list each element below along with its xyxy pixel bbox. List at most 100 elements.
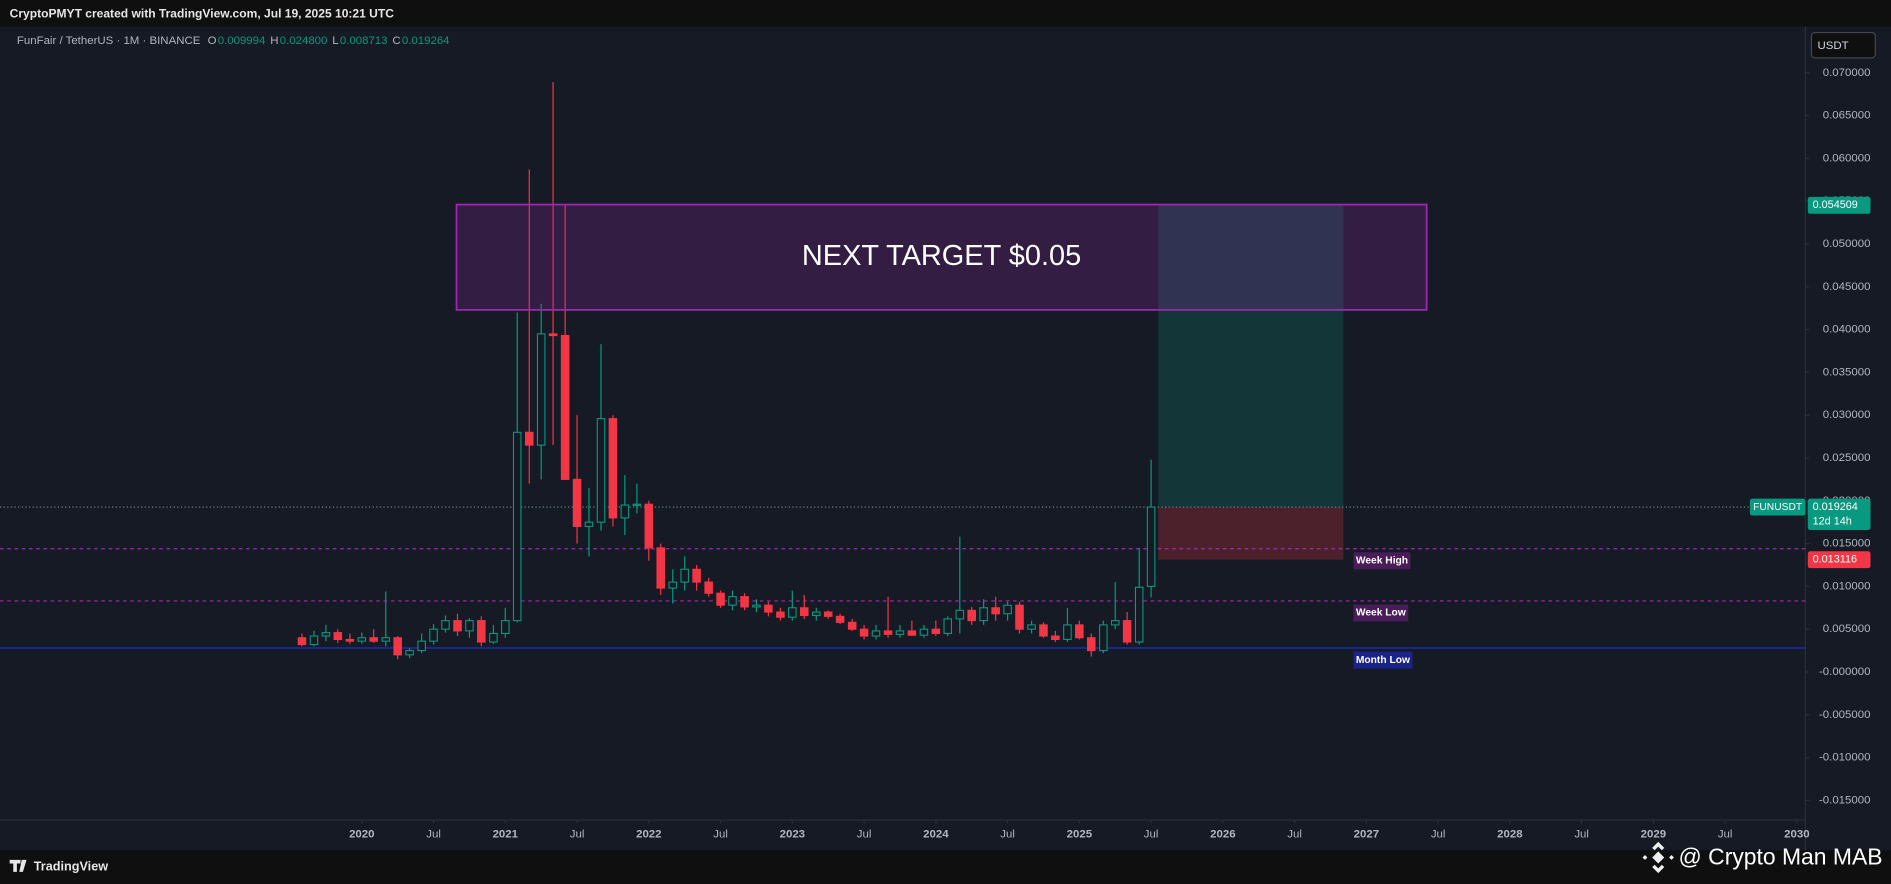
candle-body: [883, 630, 893, 635]
bottom-bar: [0, 850, 1891, 884]
candle-body: [1051, 635, 1060, 640]
ohlc-header: O 0.009994 H 0.024800 L 0.008713 C 0.019264: [208, 35, 451, 47]
candle-body: [1063, 624, 1072, 640]
candle-body: [572, 478, 582, 528]
candle-body: [441, 620, 450, 630]
candle-body: [704, 581, 713, 594]
x-tick-label: Jul: [713, 829, 728, 841]
candle-body: [859, 628, 869, 637]
stop-price-label: 0.013116: [1813, 554, 1857, 566]
symbol-badge-bg: [1749, 498, 1806, 516]
ohlc-value: 0.019264: [402, 35, 450, 47]
candle-body: [369, 637, 378, 642]
candle-body: [297, 637, 307, 646]
level-label: Week Low: [1356, 608, 1406, 619]
candle-body: [847, 621, 857, 630]
y-tick-label: 0.070000: [1823, 67, 1871, 79]
y-tick-label: 0.005000: [1823, 623, 1871, 635]
ohlc-value: 0.024800: [280, 35, 328, 47]
candle-body: [895, 630, 905, 635]
y-tick-label: 0.025000: [1823, 452, 1871, 464]
level-label-bg: [1353, 552, 1411, 570]
candle-body: [812, 611, 821, 617]
candle-body: [692, 568, 701, 583]
candle-body: [1027, 624, 1036, 630]
last-price-bg: [1807, 498, 1871, 530]
x-tick-label: 2026: [1210, 829, 1235, 841]
ohlc-value: 0.008713: [340, 35, 388, 47]
y-tick-label: 0.045000: [1823, 281, 1871, 293]
last-price-label: 0.019264: [1813, 501, 1858, 513]
symbol-text: FunFair / TetherUS · 1M · BINANCE: [17, 35, 201, 47]
x-tick-label: 2028: [1497, 829, 1523, 841]
x-tick-label: 2027: [1354, 829, 1379, 841]
x-tick-label: Jul: [1574, 829, 1589, 841]
candle-body: [943, 618, 953, 635]
y-tick-label: -0.000000: [1819, 666, 1871, 678]
candle-body: [1134, 586, 1144, 643]
candle-body: [1146, 506, 1156, 587]
candle-body: [823, 611, 833, 617]
candle-body: [788, 607, 797, 618]
x-tick-label: 2022: [636, 829, 661, 841]
candle-body: [560, 335, 570, 480]
x-tick-label: 2020: [349, 829, 374, 841]
y-tick-label: -0.010000: [1819, 752, 1871, 764]
x-tick-label: 2024: [923, 829, 949, 841]
x-tick-label: Jul: [426, 829, 441, 841]
candle-body: [740, 596, 749, 608]
candle-body: [465, 620, 474, 632]
candle-body: [345, 638, 355, 642]
candle-body: [321, 632, 331, 637]
candle-body: [1086, 637, 1096, 652]
level-label-bg: [1353, 651, 1413, 669]
candle-body: [764, 604, 773, 613]
candle-body: [1122, 620, 1132, 643]
candle-body: [1099, 624, 1108, 652]
target-zone-label: NEXT TARGET $0.05: [802, 240, 1081, 272]
candle-body: [967, 609, 976, 622]
tv-logo: [9, 859, 27, 872]
x-tick-label: 2029: [1641, 829, 1666, 841]
top-bar: [0, 0, 1891, 27]
candle-body: [656, 547, 666, 589]
x-tick-label: Jul: [1144, 829, 1159, 841]
header-text: CryptoPMYT created with TradingView.com,…: [10, 7, 395, 21]
y-tick-label: 0.015000: [1823, 538, 1871, 550]
candle-body: [931, 628, 941, 635]
x-tick-label: Jul: [1431, 829, 1446, 841]
stop-price-label-bg: [1807, 551, 1871, 569]
x-tick-label: Jul: [1000, 829, 1015, 841]
candle-body: [1110, 620, 1120, 626]
level-label-bg: [1353, 604, 1409, 622]
watermark-logo: [1642, 841, 1674, 874]
candle-body: [548, 333, 558, 337]
y-tick-label: 0.040000: [1823, 324, 1871, 336]
y-tick-label: 0.035000: [1823, 366, 1871, 378]
candle-body: [776, 611, 785, 618]
candle-body: [979, 607, 988, 622]
y-tick-label: 0.060000: [1823, 152, 1871, 164]
candle-body: [620, 504, 630, 519]
candle-body: [393, 637, 402, 656]
candle-body: [417, 640, 426, 652]
ohlc-key: L: [332, 35, 338, 47]
candle-body: [644, 503, 654, 549]
candle-body: [668, 581, 678, 589]
candle-body: [1039, 624, 1048, 637]
x-tick-label: Jul: [570, 829, 585, 841]
candle-body: [871, 630, 881, 637]
y-tick-label: -0.015000: [1819, 794, 1871, 806]
currency-button[interactable]: [1810, 31, 1876, 59]
x-tick-label: 2025: [1067, 829, 1093, 841]
candle-body: [680, 568, 689, 583]
candle-body: [1003, 604, 1012, 615]
candle-body: [752, 604, 761, 608]
currency-text: USDT: [1818, 40, 1849, 52]
y-tick-label: 0.010000: [1823, 580, 1871, 592]
ohlc-key: O: [208, 35, 217, 47]
candle-body: [405, 650, 414, 656]
target-zone: [455, 203, 1428, 311]
candle-body: [1015, 604, 1024, 630]
